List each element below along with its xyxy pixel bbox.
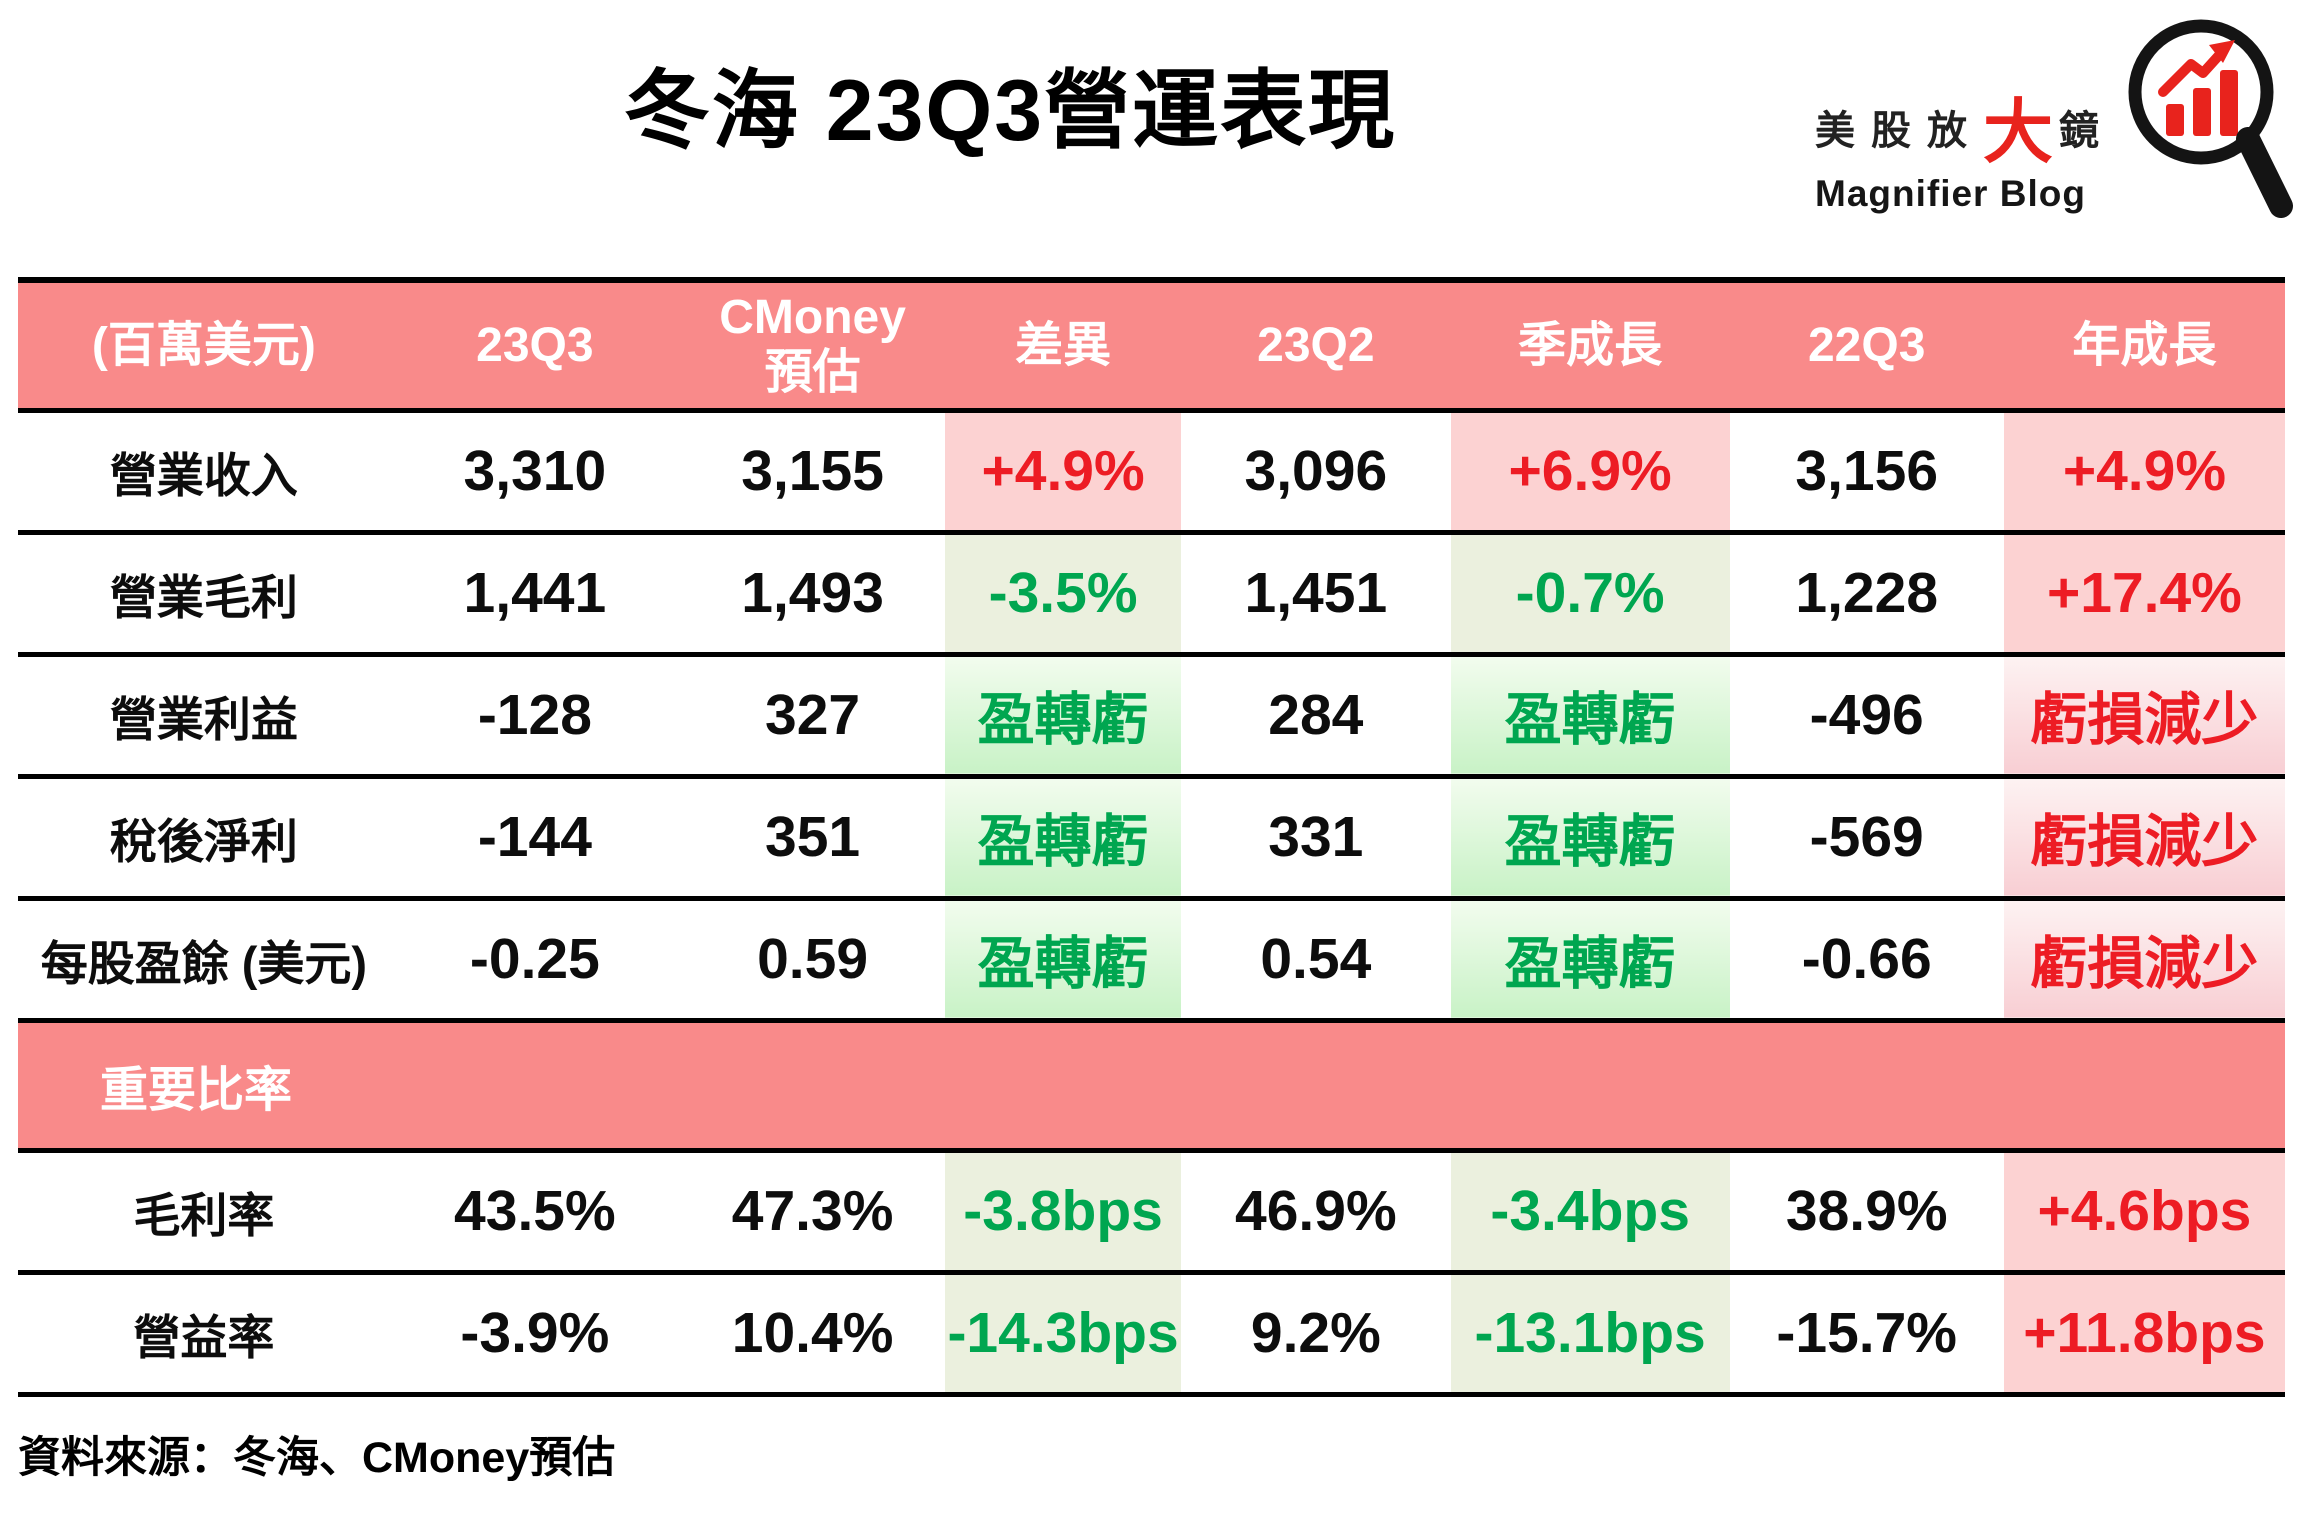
row-label: 毛利率 (133, 1188, 275, 1242)
value-cell: 46.9% (1235, 1179, 1397, 1243)
table-row: 營業利益 -128 327 盈轉虧 284 盈轉虧 -496 虧損減少 (18, 654, 2285, 776)
value-cell: -3.4bps (1450, 1150, 1730, 1272)
value-cell: 盈轉虧 (945, 776, 1181, 898)
col-header-22q3: 22Q3 (1729, 280, 2004, 410)
col-header-diff: 差異 (945, 280, 1181, 410)
value-cell: +4.6bps (2003, 1150, 2285, 1272)
table-row: 稅後淨利 -144 351 盈轉虧 331 盈轉虧 -569 虧損減少 (18, 776, 2285, 898)
value-cell: -13.1bps (1450, 1272, 1730, 1394)
value-cell: +11.8bps (2003, 1272, 2285, 1394)
value-cell: 虧損減少 (2003, 776, 2285, 898)
value-cell: 3,155 (741, 439, 884, 503)
value-cell: -0.7% (1450, 532, 1730, 654)
table-body-main: 營業收入 3,310 3,155 +4.9% 3,096 +6.9% 3,156 +4.9% 營… (18, 410, 2285, 1020)
value-cell: +4.9% (2003, 410, 2285, 532)
value-cell: 43.5% (454, 1179, 616, 1243)
page-header: 冬海 23Q3營運表現 美股放大鏡 Magnifier Blog (0, 0, 2303, 277)
value-cell: 1,451 (1244, 561, 1388, 625)
value-cell: 盈轉虧 (945, 654, 1181, 776)
row-label: 營業利益 (109, 692, 298, 746)
value-cell: 3,096 (1244, 439, 1388, 503)
value-cell: 盈轉虧 (1450, 898, 1730, 1020)
page-title: 冬海 23Q3營運表現 (623, 63, 1397, 159)
value-cell: 3,310 (463, 439, 607, 503)
value-cell: 1,441 (463, 561, 607, 625)
row-label: 每股盈餘 (美元) (40, 936, 368, 990)
value-cell: +4.9% (945, 410, 1181, 532)
row-label: 稅後淨利 (109, 814, 298, 868)
value-cell: 1,228 (1795, 561, 1939, 625)
value-cell: 327 (765, 683, 861, 747)
value-cell: 284 (1268, 683, 1364, 747)
value-cell: 0.54 (1260, 927, 1372, 991)
performance-table: (百萬美元) 23Q3 CMoney 預估 差異 23Q2 季成長 22Q3 年… (18, 277, 2285, 1397)
value-cell: -128 (477, 683, 592, 747)
section-header-row: 重要比率 (18, 1020, 2285, 1150)
header-row: (百萬美元) 23Q3 CMoney 預估 差異 23Q2 季成長 22Q3 年… (18, 280, 2285, 410)
value-cell: -496 (1809, 683, 1924, 747)
value-cell: -569 (1809, 805, 1924, 869)
value-cell: 盈轉虧 (1450, 654, 1730, 776)
row-label: 營業收入 (109, 448, 298, 502)
col-header-yoy: 年成長 (2003, 280, 2285, 410)
col-header-unit: (百萬美元) (18, 280, 390, 410)
value-cell: 331 (1268, 805, 1364, 869)
table-row: 營益率 -3.9% 10.4% -14.3bps 9.2% -13.1bps -15.7% +… (18, 1272, 2285, 1394)
value-cell: 1,493 (741, 561, 884, 625)
value-cell: 9.2% (1250, 1301, 1381, 1365)
value-cell: 0.59 (757, 927, 869, 991)
value-cell: -15.7% (1776, 1301, 1957, 1365)
value-cell: 盈轉虧 (945, 898, 1181, 1020)
value-cell: -3.8bps (945, 1150, 1181, 1272)
row-label: 營益率 (133, 1310, 275, 1364)
value-cell: 10.4% (731, 1301, 894, 1365)
value-cell: +17.4% (2003, 532, 2285, 654)
col-header-estimate: CMoney 預估 (679, 280, 946, 410)
brand-text: 美股放大鏡 Magnifier Blog (1815, 97, 2115, 215)
brand-name-en: Magnifier Blog (1815, 173, 2086, 214)
col-header-23q3: 23Q3 (389, 280, 680, 410)
row-label: 營業毛利 (109, 570, 298, 624)
value-cell: 3,156 (1795, 439, 1939, 503)
value-cell: 虧損減少 (2003, 654, 2285, 776)
brand-zh-suffix: 鏡 (2059, 109, 2115, 153)
value-cell: 38.9% (1785, 1179, 1948, 1243)
value-cell: 虧損減少 (2003, 898, 2285, 1020)
value-cell: 351 (765, 805, 861, 869)
table-row: 營業毛利 1,441 1,493 -3.5% 1,451 -0.7% 1,228 +17.4% (18, 532, 2285, 654)
value-cell: -3.9% (460, 1301, 610, 1365)
value-cell: -14.3bps (945, 1272, 1181, 1394)
table-header: (百萬美元) 23Q3 CMoney 預估 差異 23Q2 季成長 22Q3 年… (18, 280, 2285, 410)
table-body-section: 重要比率 (18, 1020, 2285, 1150)
table-row: 毛利率 43.5% 47.3% -3.8bps 46.9% -3.4bps 38.9% +4.… (18, 1150, 2285, 1272)
value-cell: -0.25 (469, 927, 600, 991)
brand-zh-big: 大 (1983, 93, 2059, 171)
value-cell: -144 (477, 805, 592, 869)
section-title: 重要比率 (18, 1020, 2285, 1150)
source-note: 資料來源：冬海、CMoney預估 (18, 1433, 616, 1482)
value-cell: 盈轉虧 (1450, 776, 1730, 898)
magnifier-chart-icon (2128, 19, 2293, 218)
table-body-ratios: 毛利率 43.5% 47.3% -3.8bps 46.9% -3.4bps 38.9% +4.… (18, 1150, 2285, 1394)
value-cell: -0.66 (1801, 927, 1932, 991)
brand-zh-prefix: 美股放 (1815, 109, 1983, 153)
brand-name-zh: 美股放大鏡 (1815, 97, 2115, 167)
col-header-23q2: 23Q2 (1180, 280, 1451, 410)
col-header-qoq: 季成長 (1450, 280, 1730, 410)
value-cell: 47.3% (731, 1179, 894, 1243)
table-row: 營業收入 3,310 3,155 +4.9% 3,096 +6.9% 3,156 +4.9% (18, 410, 2285, 532)
value-cell: -3.5% (945, 532, 1181, 654)
value-cell: +6.9% (1450, 410, 1730, 532)
table-row: 每股盈餘 (美元) -0.25 0.59 盈轉虧 0.54 盈轉虧 -0.66 虧損減少 (18, 898, 2285, 1020)
brand-logo: 美股放大鏡 Magnifier Blog (1815, 10, 2297, 222)
